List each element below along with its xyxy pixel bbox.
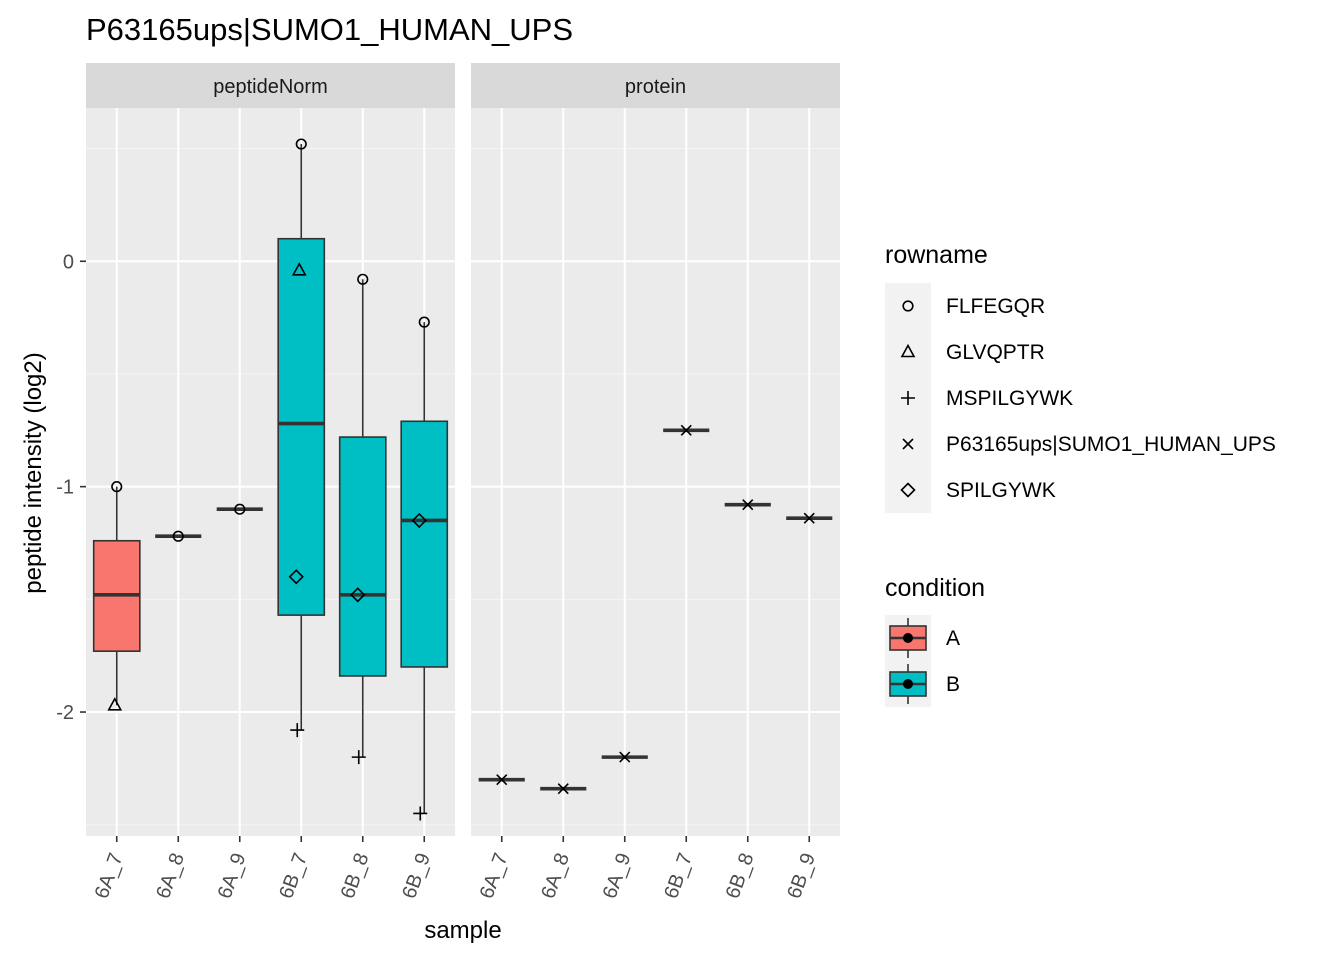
facet-strip <box>86 63 455 108</box>
point-flfegqr <box>172 530 184 542</box>
legend-label-glvqptr: GLVQPTR <box>946 341 1045 364</box>
y-tick-label: -2 <box>56 702 74 724</box>
point-p63165ups-sumo1-human-ups <box>803 512 815 524</box>
legend-key-dot <box>903 679 913 689</box>
legend: rowname FLFEGQR GLVQPTR MSPILGYWK P63165ups|… <box>885 241 1276 707</box>
x-tick-label: 6B_7 <box>275 850 312 901</box>
facet-panel-protein: protein 6A_7 6A_8 6A_9 6B_7 6B_8 6B_9 <box>471 63 840 902</box>
y-tick-label: -1 <box>56 477 74 499</box>
x-tick-label: 6B_8 <box>337 850 374 901</box>
point-spilgywk <box>288 569 304 585</box>
facet-strip-label: peptideNorm <box>213 76 328 98</box>
x-tick-label: 6A_9 <box>599 850 636 901</box>
facet-panel-peptidenorm: peptideNorm 6A_7 6A_8 6A_9 6B_7 6B_8 6B_9 <box>86 63 455 902</box>
box-peptidenorm-6b-9 <box>400 322 449 814</box>
point-mspilgywk <box>290 723 305 738</box>
legend-key-dot <box>903 633 913 643</box>
point-flfegqr <box>111 481 123 493</box>
legend-key-circle-icon <box>902 300 914 312</box>
point-p63165ups-sumo1-human-ups <box>680 424 692 436</box>
x-tick-label: 6B_9 <box>398 850 435 901</box>
point-flfegqr <box>234 503 246 515</box>
point-mspilgywk <box>351 750 366 765</box>
box-peptidenorm-6b-7 <box>277 144 326 731</box>
legend-label-condition-a: A <box>946 627 960 650</box>
box-peptidenorm-6a-7 <box>92 486 141 706</box>
gridlines <box>471 108 840 836</box>
panel-background <box>471 108 840 836</box>
legend-label-spilgywk: SPILGYWK <box>946 479 1056 502</box>
x-tick-label: 6A_7 <box>476 850 513 901</box>
x-tick-label: 6A_7 <box>91 850 128 901</box>
legend-key-plus-icon <box>901 391 915 405</box>
point-mspilgywk <box>413 806 428 821</box>
legend-key-condition-a <box>889 618 927 658</box>
legend-label-mspilgywk: MSPILGYWK <box>946 387 1073 410</box>
legend-key-cross-icon <box>902 438 914 450</box>
y-axis: 0 -1 -2 <box>56 251 86 724</box>
legend-key-diamond-icon <box>900 482 916 498</box>
legend-title-condition: condition <box>885 574 985 602</box>
facet-strip-label: protein <box>625 76 686 98</box>
box-body <box>338 436 387 677</box>
box-peptidenorm-6b-8 <box>338 279 387 758</box>
point-p63165ups-sumo1-human-ups <box>742 499 754 511</box>
legend-label-p63165ups-sumo1-human-ups: P63165ups|SUMO1_HUMAN_UPS <box>946 433 1276 456</box>
point-p63165ups-sumo1-human-ups <box>619 751 631 763</box>
point-flfegqr <box>357 273 369 285</box>
legend-label-flfegqr: FLFEGQR <box>946 295 1045 318</box>
x-axis-label: sample <box>424 917 501 944</box>
x-tick-label: 6B_7 <box>660 850 697 901</box>
point-flfegqr <box>418 316 430 328</box>
facet-strip <box>471 63 840 108</box>
panel-background <box>86 108 455 836</box>
y-axis-label: peptide intensity (log2) <box>20 352 47 593</box>
box-body <box>400 420 449 668</box>
y-tick-label: 0 <box>63 251 74 273</box>
x-tick-label: 6B_9 <box>783 850 820 901</box>
point-spilgywk <box>350 587 366 603</box>
x-tick-label: 6A_8 <box>152 850 189 901</box>
point-glvqptr <box>107 697 123 711</box>
x-tick-label: 6A_9 <box>214 850 251 901</box>
legend-key-condition-b <box>889 664 927 704</box>
point-spilgywk <box>411 512 427 529</box>
chart-title: P63165ups|SUMO1_HUMAN_UPS <box>86 12 573 47</box>
point-flfegqr <box>295 138 307 150</box>
point-glvqptr <box>291 262 307 276</box>
legend-title-rowname: rowname <box>885 241 988 269</box>
legend-label-condition-b: B <box>946 673 960 696</box>
point-p63165ups-sumo1-human-ups <box>557 783 569 795</box>
point-p63165ups-sumo1-human-ups <box>496 774 508 786</box>
x-tick-label: 6B_8 <box>722 850 759 901</box>
box-body <box>277 237 326 616</box>
legend-key-triangle-icon <box>900 343 916 358</box>
x-tick-label: 6A_8 <box>537 850 574 901</box>
